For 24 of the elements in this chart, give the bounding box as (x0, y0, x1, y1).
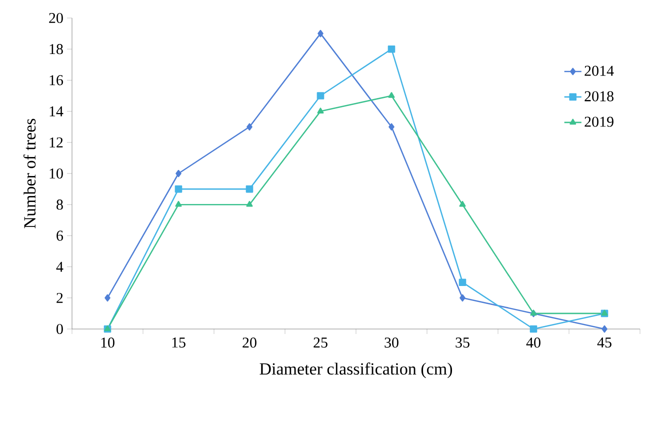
y-tick-label: 10 (50, 168, 63, 179)
x-tick-label: 10 (101, 338, 114, 348)
y-tick-label: 12 (50, 137, 63, 148)
y-axis-title: Number of trees (23, 118, 36, 228)
y-tick-label: 14 (50, 106, 64, 116)
x-tick-label: 20 (242, 338, 256, 348)
y-tick-label: 2 (56, 292, 63, 303)
y-tick-label: 8 (56, 200, 63, 210)
y-tick-label: 0 (56, 324, 63, 334)
x-tick-label: 25 (314, 338, 328, 348)
legend-label: 2018 (584, 91, 614, 102)
y-tick-label: 18 (50, 44, 63, 54)
y-tick-label: 6 (56, 230, 64, 241)
legend-label: 2014 (584, 66, 614, 76)
y-tick-label: 4 (56, 262, 64, 272)
x-tick-label: 15 (172, 338, 186, 348)
x-tick-label: 30 (384, 338, 398, 348)
x-tick-label: 35 (456, 338, 470, 348)
x-tick-label: 40 (526, 338, 540, 348)
x-axis-title: Diameter classification (cm) (260, 362, 452, 378)
y-tick-label: 20 (49, 12, 63, 24)
x-tick-label: 45 (597, 338, 612, 348)
legend-label: 2019 (584, 116, 614, 127)
y-tick-label: 16 (50, 75, 64, 86)
